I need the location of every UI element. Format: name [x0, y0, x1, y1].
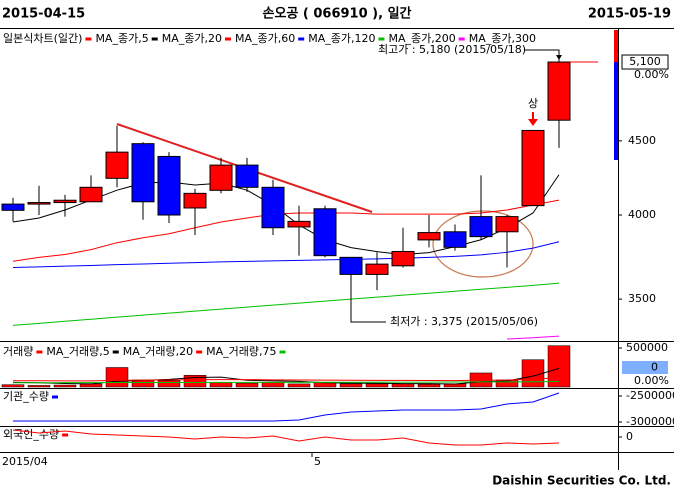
volume-bar [339, 383, 363, 388]
candle-body [495, 216, 519, 233]
annotation-arrow [524, 49, 560, 57]
volume-bar [261, 382, 285, 388]
last-price-label: 5,100 [629, 55, 661, 68]
x-tick-label: 2015/04 [2, 455, 48, 468]
ma-line [13, 377, 560, 382]
legend-label: MA_종가,120 [308, 32, 375, 45]
volume-bar [287, 383, 311, 388]
last-value-label: 0 [651, 361, 658, 374]
legend-label: MA_거래량,20 [123, 345, 193, 358]
candle-body [417, 232, 441, 241]
candle-body [157, 155, 181, 216]
candle-body [235, 164, 259, 188]
y-tick-label: 3500 [628, 292, 656, 305]
y-tick-label: 4000 [628, 208, 656, 221]
volume-bar [105, 367, 129, 388]
start-date: 2015-04-15 [2, 7, 85, 22]
volume-bar [235, 382, 259, 388]
volume-bar [391, 383, 415, 388]
ma-line [13, 392, 560, 422]
volume-bar [417, 384, 441, 388]
ma-line [12, 282, 560, 326]
y-tick-label: -3000000 [626, 415, 674, 428]
legend-label: MA_종가,20 [162, 32, 222, 45]
candle-body [469, 216, 493, 238]
candle-body [79, 186, 103, 203]
volume-bar [209, 382, 233, 388]
legend-label: 기관_수량 [3, 390, 49, 403]
candle-body [261, 186, 285, 229]
candle-body [313, 208, 337, 257]
candle-body [339, 256, 363, 275]
ma-line [13, 381, 560, 384]
volume-bar [1, 384, 25, 388]
last-price-box [621, 54, 669, 70]
annotation-arrow [350, 300, 386, 323]
chart-title: 손오공 ( 066910 ), 일간 [263, 6, 412, 22]
end-date: 2015-05-19 [588, 7, 671, 22]
ma-line [12, 241, 560, 269]
highlight-ellipse [432, 210, 534, 278]
legend-label: MA_종가,60 [235, 32, 295, 45]
y-tick-label: 0 [626, 430, 633, 443]
candle-body [521, 129, 545, 207]
legend-label: MA_종가,300 [469, 32, 536, 45]
candle-body [131, 143, 155, 203]
candle-body [547, 61, 571, 121]
volume-bar [53, 384, 77, 388]
candle-body [287, 220, 311, 228]
y-tick-label: -2500000 [626, 389, 674, 402]
ma-line [12, 199, 560, 262]
candle-body [443, 231, 467, 248]
volume-bar [183, 375, 207, 388]
candle-body [183, 192, 207, 209]
candle-body [105, 151, 129, 179]
legend-label: 거래량 [3, 345, 33, 358]
volume-bar [365, 383, 389, 388]
candle-body [209, 164, 233, 191]
volume-bar [27, 385, 51, 388]
annotation-arrow [528, 119, 538, 126]
color-bar [614, 30, 618, 62]
legend-label: MA_종가,200 [388, 32, 455, 45]
ma-line [506, 335, 560, 340]
change-label: 0.00% [634, 374, 669, 387]
volume-bar [547, 345, 571, 388]
annotation: 상 [528, 97, 538, 110]
legend-label: 외국인_수량 [3, 428, 59, 441]
annotation-arrow [556, 55, 562, 60]
ma-line [12, 429, 560, 446]
x-tick-label: 5 [314, 455, 321, 468]
last-value-box [622, 361, 668, 374]
volume-bar [157, 380, 181, 388]
y-tick-label: 4500 [628, 134, 656, 147]
legend-label: 일본식차트(일간) [3, 31, 82, 45]
legend-label: MA_종가,5 [95, 32, 148, 45]
legend-label: MA_거래량,5 [46, 345, 109, 358]
candle-body [1, 203, 25, 211]
candle-body [53, 199, 77, 204]
ma-line [12, 174, 560, 255]
legend-label: MA_거래량,75 [206, 345, 276, 358]
y-tick-label: 500000 [626, 341, 668, 354]
change-label: 0.00% [634, 68, 669, 81]
color-bar [614, 62, 618, 160]
annotation: 최고가 : 5,180 (2015/05/18) [378, 43, 526, 56]
annotation: 최저가 : 3,375 (2015/05/06) [390, 315, 538, 328]
candle-body [27, 202, 51, 205]
candle-body [391, 250, 415, 267]
footer: Daishin Securities Co. Ltd. [492, 474, 671, 488]
candle-body [365, 263, 389, 275]
